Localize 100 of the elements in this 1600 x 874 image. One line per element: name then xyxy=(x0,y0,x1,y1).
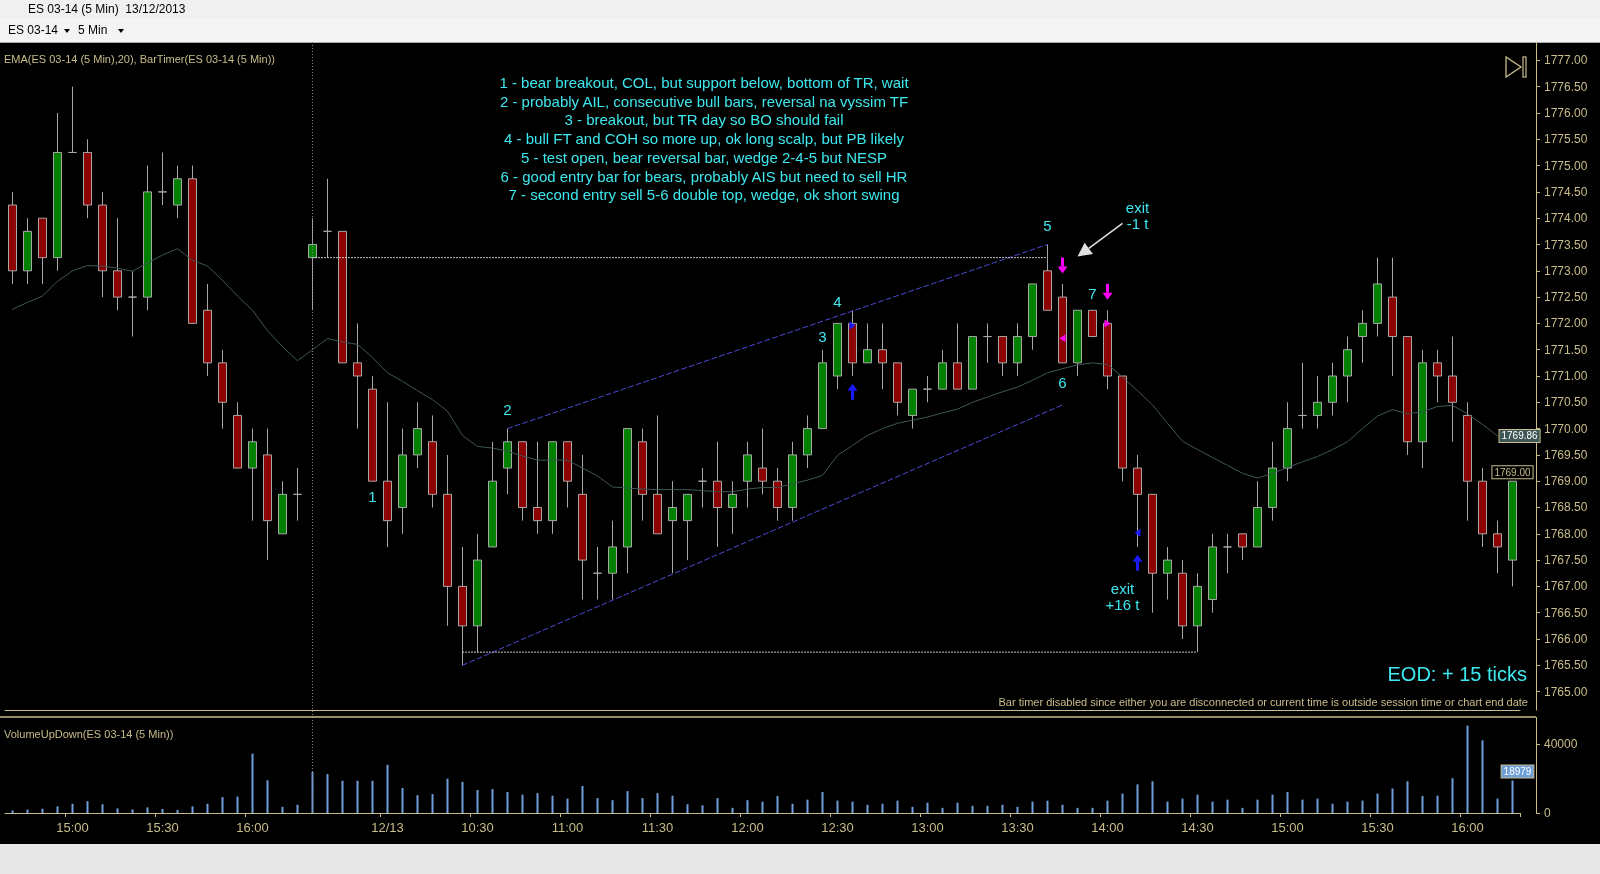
candlestick xyxy=(1283,401,1292,482)
annotation: 4 xyxy=(833,293,842,311)
bar xyxy=(146,807,149,813)
candlestick xyxy=(923,375,932,403)
candlestick xyxy=(8,191,17,285)
candlestick xyxy=(638,428,647,522)
y-tick-label: 1767.50 xyxy=(1544,553,1588,568)
annotation: 1 - bear breakout, COL, but support below, bottom of TR, wait xyxy=(499,73,909,92)
annotation: 5 xyxy=(1043,216,1052,234)
bar xyxy=(806,799,809,813)
bar xyxy=(686,804,689,813)
candlestick xyxy=(1448,336,1457,443)
bar xyxy=(1061,804,1064,813)
y-tick-label: 1769.50 xyxy=(1544,447,1588,462)
bar xyxy=(821,792,824,813)
annotation: VolumeUpDown(ES 03-14 (5 Min)) xyxy=(4,727,174,741)
candlestick xyxy=(593,546,602,601)
bar xyxy=(506,792,509,813)
x-tick-label: 12/13 xyxy=(371,820,404,835)
candlestick xyxy=(1133,454,1142,548)
candlestick xyxy=(1478,467,1487,548)
candlestick xyxy=(1373,257,1382,338)
bar xyxy=(746,800,749,813)
bar xyxy=(1031,801,1034,813)
x-tick-label: 15:00 xyxy=(1271,820,1304,835)
bar xyxy=(1376,793,1379,813)
bar xyxy=(1286,792,1289,813)
x-tick-label: 12:00 xyxy=(731,820,764,835)
bar xyxy=(491,789,494,813)
y-tick-label: 1765.00 xyxy=(1544,684,1588,699)
bar xyxy=(611,800,614,813)
bar xyxy=(536,793,539,813)
bar xyxy=(1391,788,1394,813)
candlestick xyxy=(863,322,872,364)
bar xyxy=(641,798,644,813)
candlestick xyxy=(893,362,902,416)
candlestick xyxy=(608,520,617,601)
annotation: exit -1 t xyxy=(1125,198,1150,233)
candlestick xyxy=(548,441,557,535)
bar xyxy=(1481,740,1484,813)
candlestick xyxy=(1388,257,1397,377)
candlestick xyxy=(488,441,497,548)
y-tick-label: 1770.50 xyxy=(1544,395,1588,410)
bar xyxy=(1076,807,1079,813)
candlestick xyxy=(1028,283,1037,351)
bar xyxy=(161,808,164,813)
candlestick xyxy=(128,270,137,338)
bar xyxy=(1256,799,1259,813)
x-tick-label: 13:00 xyxy=(911,820,944,835)
bar xyxy=(1136,784,1139,813)
bar xyxy=(371,780,374,813)
candlestick xyxy=(728,480,737,535)
x-tick-label: 11:00 xyxy=(551,820,584,835)
bar xyxy=(221,797,224,813)
bar xyxy=(1496,798,1499,813)
text: ES 03-14 xyxy=(8,23,59,38)
candlestick xyxy=(878,322,887,390)
annotation: 4 - bull FT and COH so more up, ok long scalp, but PB likely xyxy=(504,129,904,148)
candlestick xyxy=(803,414,812,469)
chart-title: ES 03-14 (5 Min) 13/12/2013 xyxy=(28,1,186,18)
annotation: exit +16 t xyxy=(1105,579,1140,614)
candlestick xyxy=(1193,572,1202,653)
bar xyxy=(1466,725,1469,813)
annotation: 5 - test open, bear reversal bar, wedge 2-4-5 but NESP xyxy=(520,148,888,167)
bar xyxy=(671,795,674,813)
y-tick-label: 1775.00 xyxy=(1544,158,1588,173)
candlestick xyxy=(1208,533,1217,614)
candlestick xyxy=(1343,336,1352,403)
bar xyxy=(896,800,899,813)
bar xyxy=(251,753,254,813)
candlestick xyxy=(563,441,572,508)
y-tick-label: 1768.50 xyxy=(1544,500,1588,515)
candlestick xyxy=(758,428,767,495)
bar xyxy=(176,809,179,813)
candlestick xyxy=(23,217,32,285)
candlestick xyxy=(683,493,692,561)
bar xyxy=(1301,799,1304,813)
x-tick-label: 14:30 xyxy=(1181,820,1214,835)
candlestick xyxy=(1073,309,1082,377)
candlestick xyxy=(1298,362,1307,430)
candlestick xyxy=(938,349,947,390)
x-tick-label: 11:30 xyxy=(641,820,674,835)
bar xyxy=(881,803,884,813)
x-tick-label: 10:30 xyxy=(461,820,494,835)
candlestick xyxy=(68,86,77,153)
bar xyxy=(101,804,104,813)
annotation: 6 xyxy=(1058,374,1067,392)
bar xyxy=(296,804,299,813)
candlestick xyxy=(1328,362,1337,416)
candlestick xyxy=(443,454,452,627)
y-tick-label: 1772.50 xyxy=(1544,290,1588,305)
bar xyxy=(1121,793,1124,813)
candlestick xyxy=(518,441,527,522)
candlestick xyxy=(218,349,227,430)
bar xyxy=(1046,800,1049,813)
bar xyxy=(1331,803,1334,813)
candlestick xyxy=(1178,559,1187,640)
bar xyxy=(11,810,14,813)
candlestick xyxy=(1148,493,1157,614)
candlestick xyxy=(278,480,287,535)
